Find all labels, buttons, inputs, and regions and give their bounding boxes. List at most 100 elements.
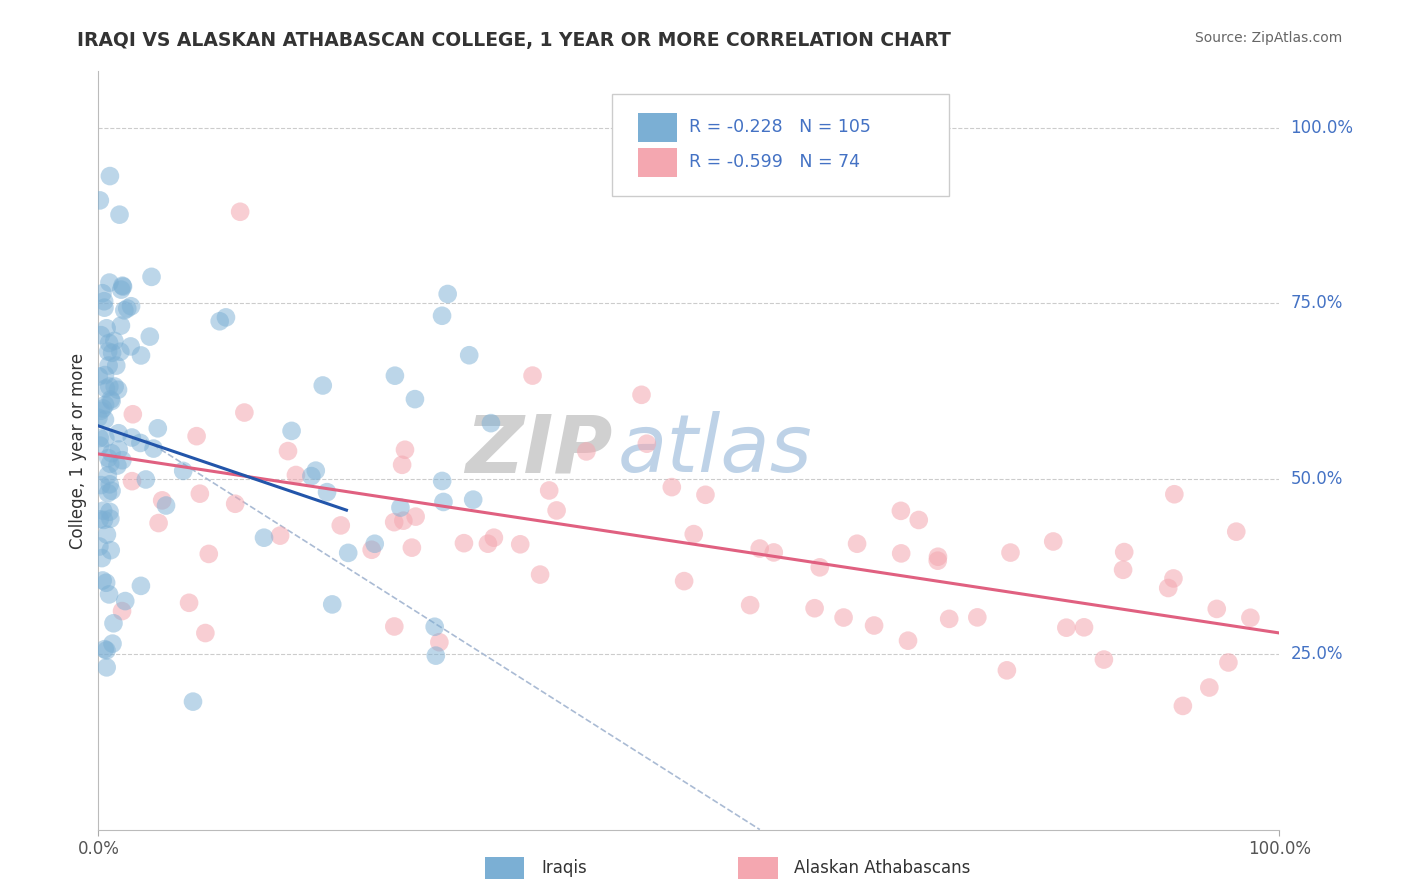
Point — [1198, 681, 1220, 695]
Point — [425, 648, 447, 663]
Point — [98, 587, 121, 601]
Point — [93, 513, 115, 527]
Point — [803, 601, 825, 615]
Point — [277, 444, 299, 458]
Point — [389, 500, 412, 515]
Point — [94, 398, 117, 412]
Point — [94, 368, 117, 382]
Point — [105, 458, 128, 473]
Point — [1163, 571, 1185, 585]
Text: IRAQI VS ALASKAN ATHABASCAN COLLEGE, 1 YEAR OR MORE CORRELATION CHART: IRAQI VS ALASKAN ATHABASCAN COLLEGE, 1 Y… — [77, 31, 952, 50]
Point — [197, 547, 219, 561]
Point — [394, 442, 416, 457]
Text: Source: ZipAtlas.com: Source: ZipAtlas.com — [1195, 31, 1343, 45]
Point — [111, 279, 134, 293]
Point — [146, 421, 169, 435]
Point — [100, 543, 122, 558]
Point — [188, 486, 211, 500]
Point — [93, 294, 115, 309]
Point — [463, 492, 485, 507]
Point — [479, 416, 502, 430]
Point — [432, 495, 454, 509]
Point — [748, 541, 770, 556]
Point — [94, 431, 117, 445]
Point — [114, 594, 136, 608]
Point — [280, 424, 302, 438]
Point — [1114, 545, 1136, 559]
Point — [96, 321, 118, 335]
Point — [148, 516, 170, 530]
Point — [907, 513, 929, 527]
Point — [423, 620, 446, 634]
Point — [97, 451, 120, 466]
Point — [129, 579, 152, 593]
Point — [392, 514, 415, 528]
Point — [96, 527, 118, 541]
Point — [360, 542, 382, 557]
Point — [1073, 620, 1095, 634]
Point — [1092, 652, 1115, 666]
Point — [312, 378, 335, 392]
Text: R = -0.599   N = 74: R = -0.599 N = 74 — [689, 153, 860, 171]
Point — [995, 663, 1018, 677]
Point — [89, 431, 111, 445]
Point — [661, 480, 683, 494]
Point — [121, 430, 143, 444]
Point — [305, 464, 328, 478]
Point — [117, 301, 139, 316]
Point — [453, 536, 475, 550]
Point — [91, 401, 114, 416]
Point — [430, 474, 453, 488]
Point — [927, 549, 949, 564]
Point — [104, 379, 127, 393]
Point — [129, 348, 152, 362]
Point — [120, 299, 142, 313]
Point — [87, 369, 110, 384]
Point — [529, 567, 551, 582]
Point — [1163, 487, 1185, 501]
Point — [458, 348, 481, 362]
Point — [1171, 698, 1194, 713]
Point — [522, 368, 544, 383]
Text: atlas: atlas — [619, 411, 813, 490]
Point — [316, 485, 339, 500]
Point — [150, 493, 173, 508]
Text: 100.0%: 100.0% — [1291, 119, 1354, 136]
Point — [808, 560, 831, 574]
Point — [337, 546, 360, 560]
Point — [100, 392, 122, 407]
Point — [103, 616, 125, 631]
Point — [100, 512, 122, 526]
Point — [98, 477, 121, 491]
Point — [111, 453, 134, 467]
Point — [762, 545, 785, 559]
Text: Alaskan Athabascans: Alaskan Athabascans — [794, 859, 970, 877]
Point — [110, 344, 132, 359]
Point — [96, 643, 118, 657]
Point — [391, 458, 413, 472]
Point — [405, 509, 427, 524]
Point — [509, 537, 531, 551]
Point — [229, 204, 252, 219]
Point — [404, 392, 426, 406]
Point — [224, 497, 246, 511]
Point — [97, 486, 120, 500]
FancyBboxPatch shape — [612, 95, 949, 196]
Point — [194, 626, 217, 640]
Point — [98, 379, 121, 393]
Bar — [638, 113, 678, 142]
Point — [1157, 581, 1180, 595]
Point — [129, 436, 152, 450]
Point — [121, 474, 143, 488]
Point — [682, 527, 704, 541]
Point — [98, 336, 121, 351]
Point — [546, 503, 568, 517]
Point — [430, 309, 453, 323]
Text: R = -0.228   N = 105: R = -0.228 N = 105 — [689, 119, 870, 136]
Point — [575, 444, 598, 458]
Point — [284, 468, 307, 483]
Point — [97, 359, 120, 373]
Point — [181, 695, 204, 709]
Point — [111, 604, 134, 618]
Point — [740, 598, 762, 612]
